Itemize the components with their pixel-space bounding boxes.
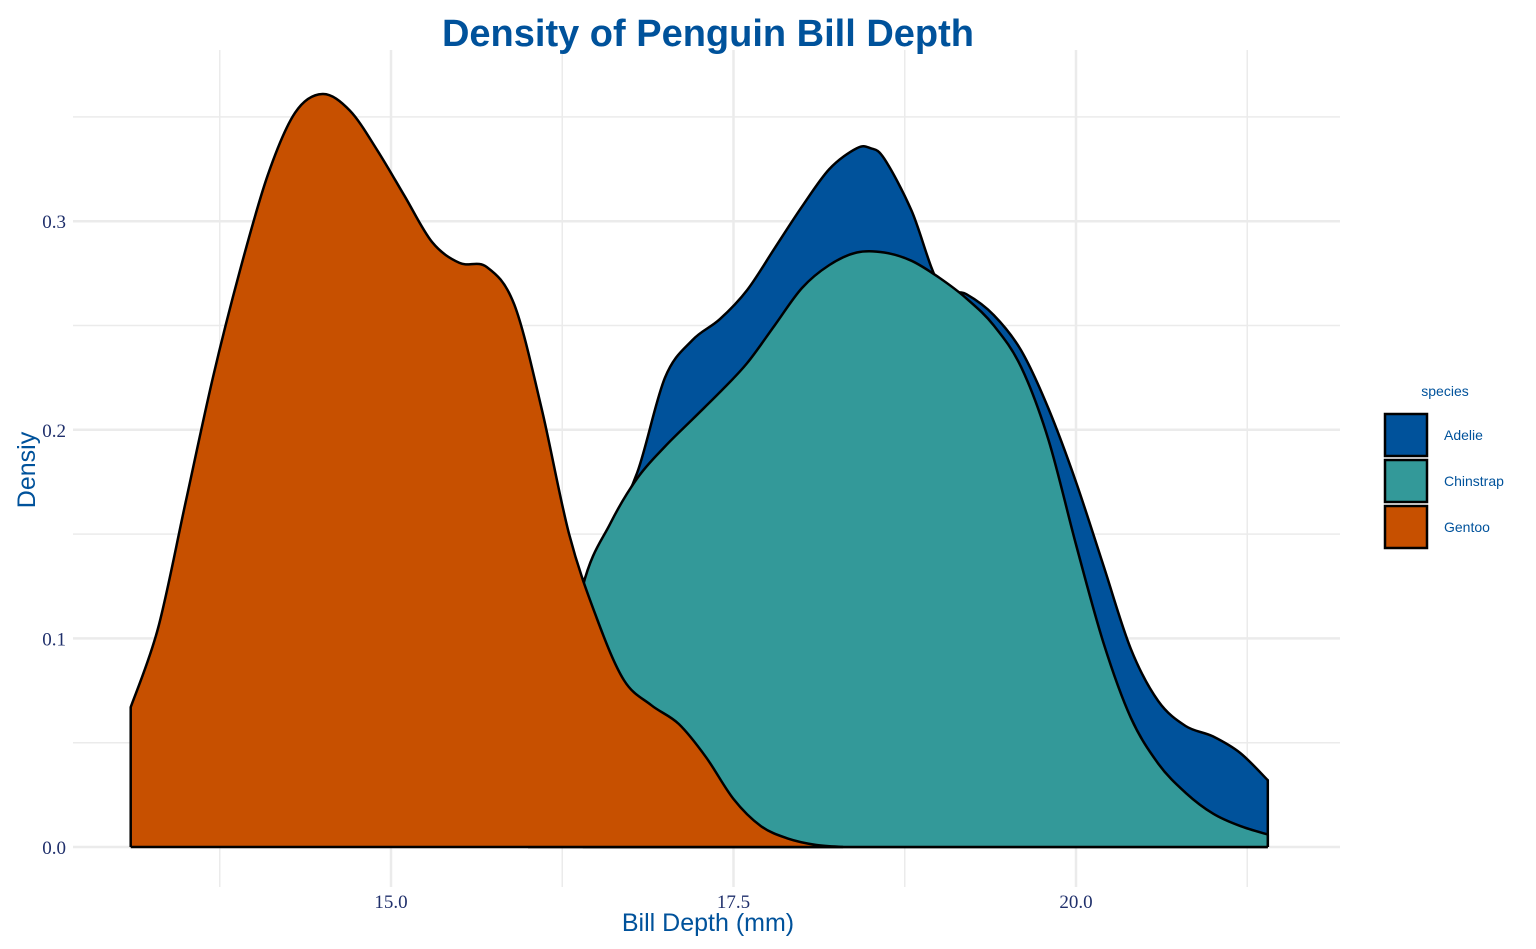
density-areas (129, 92, 1270, 849)
x-axis-title: Bill Depth (mm) (622, 909, 794, 937)
chart-title: Density of Penguin Bill Depth (442, 13, 974, 55)
legend-items: Adelie Chinstrap Gentoo (1383, 412, 1504, 550)
x-tick-label: 15.0 (374, 892, 407, 913)
y-tick-label: 0.3 (42, 212, 66, 233)
x-tick-label: 17.5 (717, 892, 750, 913)
legend-label: Chinstrap (1444, 473, 1504, 489)
x-tick-label: 20.0 (1059, 892, 1092, 913)
legend-item-adelie: Adelie (1383, 412, 1483, 458)
y-tick-label: 0.0 (42, 838, 66, 859)
legend-swatch (1383, 504, 1429, 550)
density-series-gentoo (129, 92, 844, 849)
legend-swatch (1383, 412, 1429, 458)
legend-swatch (1383, 458, 1429, 504)
y-tick-label: 0.1 (42, 629, 66, 650)
legend-title: species (1421, 383, 1468, 399)
legend-label: Adelie (1444, 427, 1483, 443)
legend: species Adelie Chinstrap Gentoo (1383, 383, 1504, 550)
x-axis-ticks: 15.0 17.5 20.0 (374, 892, 1092, 913)
y-axis-ticks: 0.0 0.1 0.2 0.3 (42, 212, 66, 859)
legend-item-chinstrap: Chinstrap (1383, 458, 1504, 504)
y-axis-title: Densiy (13, 431, 41, 508)
y-tick-label: 0.2 (42, 421, 66, 442)
legend-label: Gentoo (1444, 519, 1490, 535)
legend-item-gentoo: Gentoo (1383, 504, 1490, 550)
density-area-gentoo (130, 93, 844, 847)
density-outline-gentoo (129, 92, 844, 849)
